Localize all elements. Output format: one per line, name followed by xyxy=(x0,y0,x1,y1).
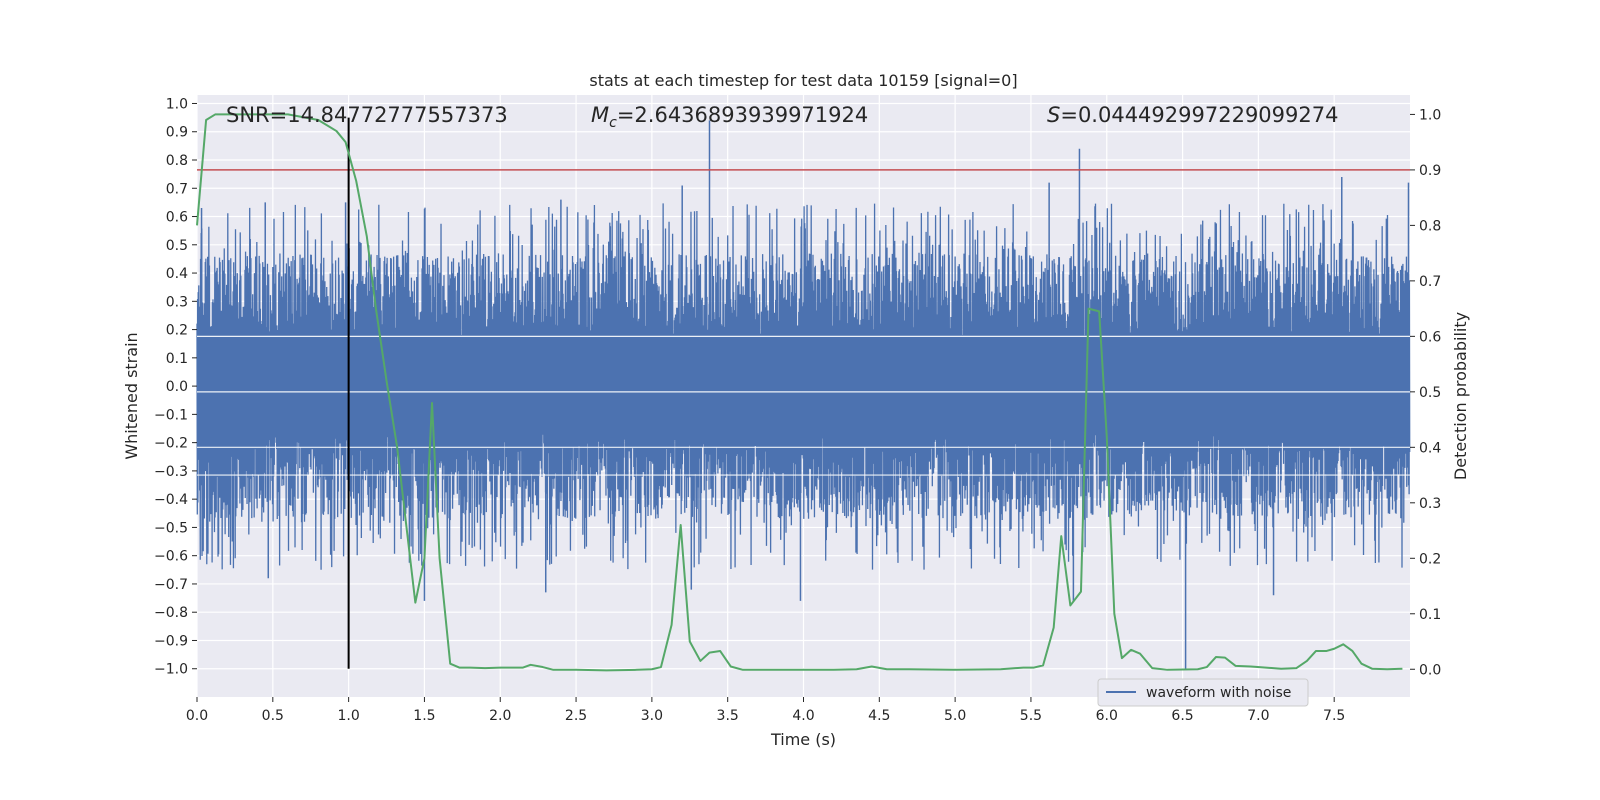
y-tick-label: −0.1 xyxy=(154,407,188,423)
y-tick-label: 0.5 xyxy=(166,238,188,254)
y-tick-label: −0.9 xyxy=(154,633,188,649)
probability-series xyxy=(196,113,1403,672)
x-tick-label: 7.0 xyxy=(1247,708,1269,724)
y-tick-label: 1.0 xyxy=(166,96,188,112)
y-right-tick-label: 0.6 xyxy=(1419,329,1441,345)
y-axis-right-label: Detection probability xyxy=(1451,312,1470,480)
y-axis-label: Whitened strain xyxy=(122,332,141,459)
x-tick-label: 1.5 xyxy=(413,708,435,724)
x-tick-label: 5.0 xyxy=(944,708,966,724)
y-tick-label: −0.4 xyxy=(154,492,188,508)
annotations xyxy=(197,117,1410,669)
x-tick-label: 0.0 xyxy=(186,708,208,724)
legend-box xyxy=(1097,678,1309,707)
legend-label: waveform with noise xyxy=(1146,685,1291,701)
x-tick-label: 3.0 xyxy=(641,708,663,724)
y-tick-label: 0.1 xyxy=(166,351,188,367)
s-value: =0.044492997229099274 xyxy=(1060,103,1338,127)
mc-value: =2.6436893939971924 xyxy=(617,103,868,127)
legend: waveform with noise xyxy=(1097,678,1309,707)
y-right-tick-label: 0.8 xyxy=(1419,218,1441,234)
x-tick-label: 1.0 xyxy=(337,708,359,724)
x-tick-label: 2.5 xyxy=(565,708,587,724)
s-symbol: S xyxy=(1047,103,1060,127)
y-right-tick-label: 0.5 xyxy=(1419,385,1441,401)
waveform-series xyxy=(196,120,1411,669)
y-right-tick-label: 0.1 xyxy=(1419,607,1441,623)
s-annotation: S=0.044492997229099274 xyxy=(1047,103,1338,127)
x-tick-label: 5.5 xyxy=(1020,708,1042,724)
waveform-trace xyxy=(196,203,1411,570)
y-tick-label: −0.5 xyxy=(154,520,188,536)
y-right-tick-label: 0.3 xyxy=(1419,496,1441,512)
y-tick-label: 0.7 xyxy=(166,181,188,197)
x-tick-label: 4.0 xyxy=(792,708,814,724)
y-right-tick-label: 0.0 xyxy=(1419,662,1441,678)
y-tick-label: −1.0 xyxy=(154,662,188,678)
axes: 0.0 0.5 1.0 1.5 2.0 2.5 3.0 3.5 4.0 4.5 5.0 5.5 6.0 6… xyxy=(154,96,1441,724)
snr-annotation: SNR=14.84772777557373 xyxy=(226,103,508,127)
x-axis-label: Time (s) xyxy=(770,730,836,749)
y-tick-label: 0.0 xyxy=(166,379,188,395)
x-tick-label: 2.0 xyxy=(489,708,511,724)
y-tick-label: −0.8 xyxy=(154,605,188,621)
y-tick-label: 0.6 xyxy=(166,210,188,226)
mc-symbol: M xyxy=(591,103,609,127)
mc-subscript: c xyxy=(609,115,617,131)
y-tick-label: −0.3 xyxy=(154,464,188,480)
x-tick-label: 6.0 xyxy=(1096,708,1118,724)
y-tick-label: 0.2 xyxy=(166,323,188,339)
x-tick-label: 0.5 xyxy=(262,708,284,724)
y-tick-label: −0.7 xyxy=(154,577,188,593)
y-right-tick-label: 0.2 xyxy=(1419,551,1441,567)
x-tick-label: 3.5 xyxy=(717,708,739,724)
y-right-tick-label: 0.9 xyxy=(1419,163,1441,179)
x-tick-label: 6.5 xyxy=(1171,708,1193,724)
chart-title: stats at each timestep for test data 101… xyxy=(589,71,1017,90)
y-right-tick-label: 1.0 xyxy=(1419,107,1441,123)
y-tick-label: 0.8 xyxy=(166,153,188,169)
chirp-mass-annotation: Mc=2.6436893939971924 xyxy=(591,103,868,131)
y-tick-label: −0.2 xyxy=(154,436,188,452)
y-right-tick-label: 0.4 xyxy=(1419,440,1441,456)
y-tick-label: 0.9 xyxy=(166,125,188,141)
y-tick-label: 0.4 xyxy=(166,266,188,282)
probability-line xyxy=(196,113,1403,672)
y-right-tick-label: 0.7 xyxy=(1419,274,1441,290)
x-tick-label: 4.5 xyxy=(868,708,890,724)
y-tick-label: −0.6 xyxy=(154,549,188,565)
x-tick-label: 7.5 xyxy=(1323,708,1345,724)
y-tick-label: 0.3 xyxy=(166,294,188,310)
